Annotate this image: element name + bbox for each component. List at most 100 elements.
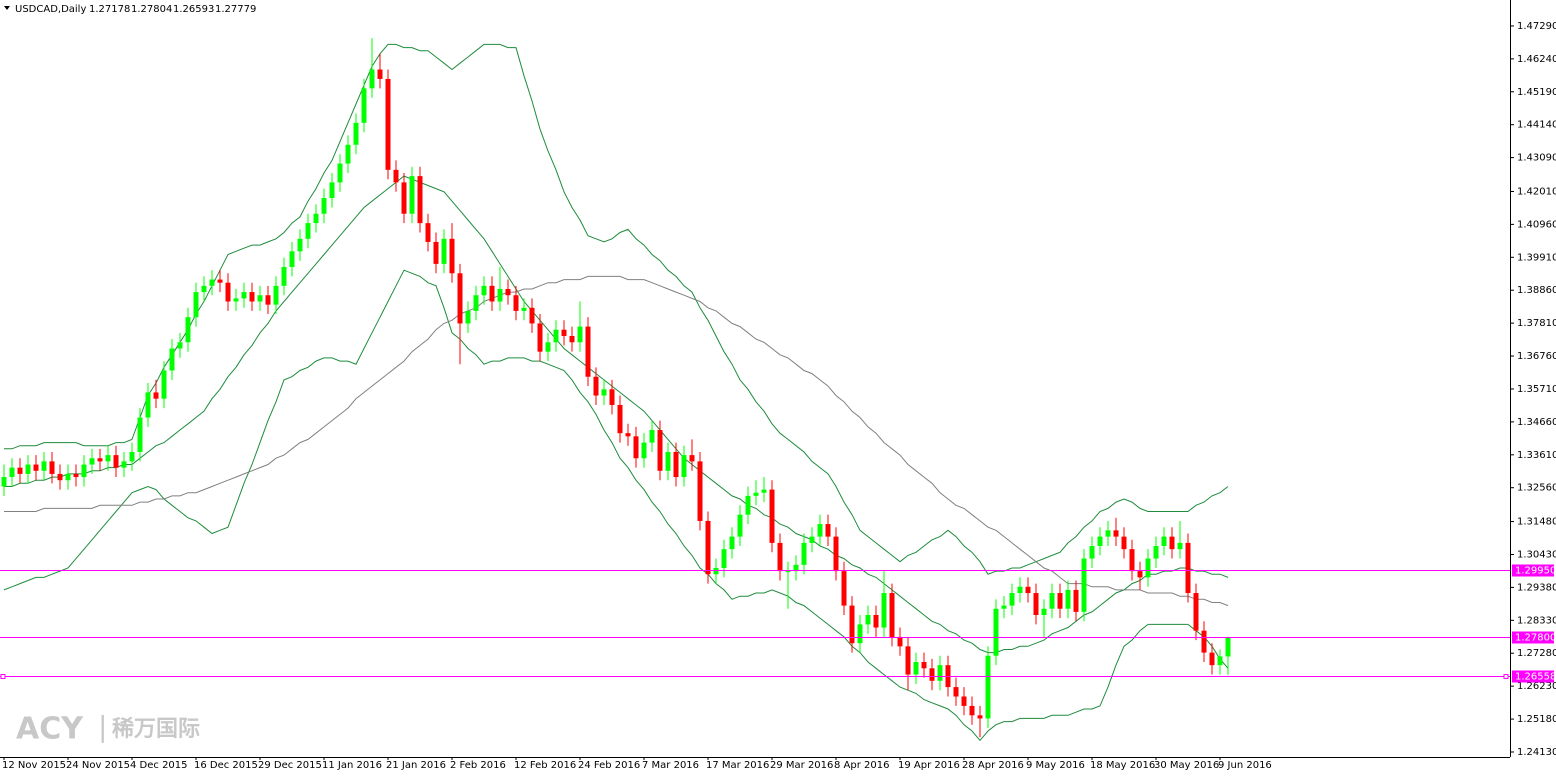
candle-body (841, 571, 847, 606)
candle-body (433, 241, 439, 264)
candle-body (737, 514, 743, 537)
x-tick-label: 18 May 2016 (1090, 760, 1155, 771)
candle-body (697, 461, 703, 521)
candle-body (777, 542, 783, 572)
price-label-box (1512, 564, 1554, 577)
candle-body (1193, 593, 1199, 631)
candle-body (1201, 630, 1207, 653)
candle-body (281, 267, 287, 286)
indicator-line (3, 269, 1229, 742)
candle-body (25, 464, 31, 474)
candle-body (1105, 530, 1111, 537)
x-tick-label: 19 Apr 2016 (898, 760, 960, 771)
y-tick-label: 1.37810 (1517, 318, 1556, 329)
candle-body (1089, 546, 1095, 559)
candle-body (537, 323, 543, 352)
menu-arrow[interactable] (4, 6, 10, 10)
y-tick-label: 1.32560 (1517, 483, 1556, 494)
candle-body (785, 571, 791, 573)
candle-body (361, 88, 367, 123)
candle-body (257, 295, 263, 302)
candle-body (553, 329, 559, 343)
candle-body (369, 69, 375, 89)
x-tick-label: 28 Apr 2016 (962, 760, 1024, 771)
x-tick-label: 29 Mar 2016 (770, 760, 833, 771)
candle-body (1185, 542, 1191, 594)
y-tick-label: 1.35710 (1517, 384, 1556, 395)
y-tick-label: 1.31480 (1517, 517, 1556, 528)
candle-body (297, 238, 303, 252)
candle-body (633, 436, 639, 459)
candle-body (57, 473, 63, 481)
candle-body (585, 326, 591, 377)
candle-body (1225, 637, 1231, 657)
watermark: ACY | 稀万国际 (16, 710, 200, 747)
candle-body (225, 282, 231, 302)
candle-body (497, 288, 503, 302)
candle-body (897, 636, 903, 647)
candle-body (913, 662, 919, 675)
x-tick-label: 9 May 2016 (1026, 760, 1085, 771)
candle-body (33, 464, 39, 471)
x-tick-label: 4 Dec 2015 (130, 760, 188, 771)
candle-body (97, 458, 103, 462)
line-handle (1503, 674, 1509, 679)
candle-body (377, 69, 383, 79)
candle-body (561, 329, 567, 336)
candle-body (185, 317, 191, 343)
candle-body (953, 687, 959, 697)
candle-body (873, 614, 879, 628)
candle-body (961, 696, 967, 706)
candle-body (601, 389, 607, 396)
y-tick-label: 1.45190 (1517, 87, 1556, 98)
candle-body (1169, 536, 1175, 550)
line-handle (0, 674, 6, 679)
candle-body (1081, 558, 1087, 612)
candle-body (153, 392, 159, 399)
candle-body (801, 542, 807, 565)
y-tick-label: 1.43090 (1517, 153, 1556, 164)
candle-body (249, 292, 255, 302)
candle-body (473, 295, 479, 311)
candle-body (937, 665, 943, 681)
candle-body (625, 433, 631, 437)
close-readout: 1.27779 (215, 4, 256, 15)
candle-body (289, 251, 295, 268)
y-tick-label: 1.46240 (1517, 54, 1556, 65)
candle-body (409, 176, 415, 214)
candle-body (465, 310, 471, 324)
candle-body (489, 285, 495, 302)
candle-body (593, 376, 599, 396)
x-tick-label: 2 Feb 2016 (450, 760, 506, 771)
watermark-cn: 稀万国际 (112, 716, 200, 742)
candle-body (833, 536, 839, 572)
x-tick-label: 29 Dec 2015 (258, 760, 322, 771)
candle-body (457, 273, 463, 324)
candle-body (1113, 530, 1119, 537)
candle-body (321, 198, 327, 214)
candle-body (1217, 656, 1223, 666)
candle-body (1009, 593, 1015, 606)
candle-body (201, 285, 207, 293)
candle-body (121, 461, 127, 468)
candle-body (217, 279, 223, 283)
x-tick-label: 7 Mar 2016 (642, 760, 699, 771)
x-tick-label: 17 Mar 2016 (706, 760, 769, 771)
candle-body (689, 455, 695, 462)
candle-body (609, 389, 615, 405)
candle-body (65, 473, 71, 481)
candle-body (393, 169, 399, 183)
candle-body (233, 298, 239, 302)
x-tick-label: 8 Apr 2016 (834, 760, 889, 771)
candle-body (921, 662, 927, 669)
candle-body (137, 417, 143, 452)
candle-body (545, 342, 551, 352)
candle-body (313, 213, 319, 224)
candle-body (1121, 536, 1127, 550)
candle-body (1065, 589, 1071, 609)
candle-body (1209, 652, 1215, 666)
candle-body (417, 176, 423, 224)
candle-body (385, 78, 391, 170)
candle-body (241, 292, 247, 299)
candle-body (329, 182, 335, 199)
